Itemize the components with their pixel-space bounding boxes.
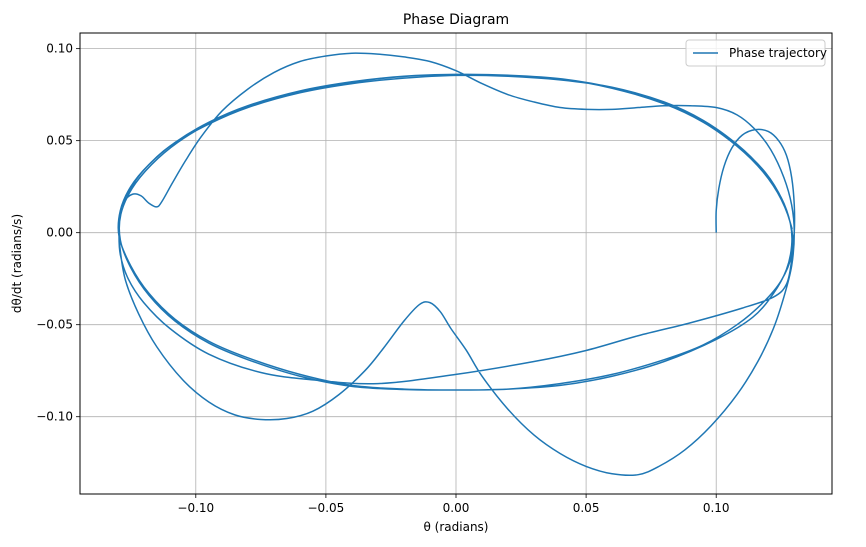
x-tick-label: −0.10 — [177, 501, 214, 515]
y-tick-label: −0.10 — [36, 410, 73, 424]
y-tick-label: 0.10 — [46, 42, 73, 56]
legend-label-phase-trajectory: Phase trajectory — [729, 46, 827, 60]
x-tick-label: 0.10 — [703, 501, 730, 515]
series-line-phase-trajectory — [117, 52, 796, 477]
chart-title: Phase Diagram — [403, 12, 509, 28]
y-tick-label: 0.05 — [46, 134, 73, 148]
legend: Phase trajectory — [685, 39, 827, 67]
x-tick-label: −0.05 — [308, 501, 345, 515]
tick-layer: −0.10 −0.05 0.00 0.05 0.10 −0.10 −0.05 0.00 0.05… — [36, 42, 729, 515]
grid-layer — [80, 33, 832, 494]
y-axis-label: dθ/dt (radians/s) — [10, 214, 24, 313]
x-tick-label: 0.00 — [443, 501, 470, 515]
y-tick-label: −0.05 — [36, 318, 73, 332]
series-layer — [117, 52, 796, 477]
y-tick-label: 0.00 — [46, 226, 73, 240]
legend-box — [685, 39, 826, 67]
x-tick-label: 0.05 — [573, 501, 600, 515]
x-axis-label: θ (radians) — [424, 520, 489, 534]
